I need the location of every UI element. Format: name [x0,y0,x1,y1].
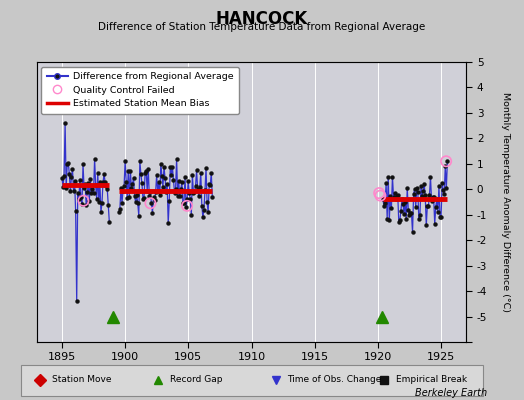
Point [146,200,155,206]
Y-axis label: Monthly Temperature Anomaly Difference (°C): Monthly Temperature Anomaly Difference (… [501,92,510,312]
Point [376,192,385,199]
Text: Berkeley Earth: Berkeley Earth [415,388,487,398]
Point [79,198,88,204]
Text: Record Gap: Record Gap [170,376,222,384]
Text: Station Move: Station Move [51,376,111,384]
FancyBboxPatch shape [21,364,483,396]
Text: Difference of Station Temperature Data from Regional Average: Difference of Station Temperature Data f… [99,22,425,32]
Point [183,203,191,209]
Point [375,190,384,196]
Point [442,158,450,164]
Text: HANCOCK: HANCOCK [216,10,308,28]
Legend: Difference from Regional Average, Quality Control Failed, Estimated Station Mean: Difference from Regional Average, Qualit… [41,67,239,114]
Text: Time of Obs. Change: Time of Obs. Change [288,376,382,384]
Text: Empirical Break: Empirical Break [396,376,467,384]
